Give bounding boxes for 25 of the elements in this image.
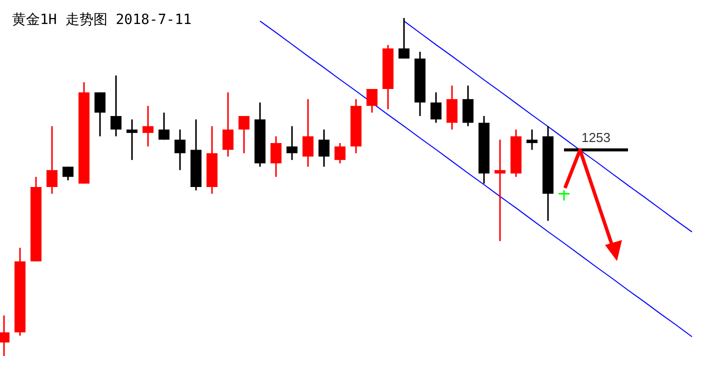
candlestick — [174, 128, 186, 171]
candlestick — [94, 92, 106, 138]
candlestick — [494, 138, 506, 242]
candlestick — [62, 166, 74, 181]
candlestick — [0, 314, 10, 357]
candlestick — [366, 88, 378, 114]
candlestick — [286, 125, 298, 161]
chart-title: 黄金1H 走势图 2018-7-11 — [12, 12, 192, 28]
candlestick — [446, 84, 458, 130]
series-label: 1253 — [582, 130, 610, 145]
candlestick — [238, 115, 250, 154]
candlestick — [430, 92, 442, 124]
candlestick — [158, 112, 170, 140]
candlestick — [110, 74, 122, 138]
candlestick — [270, 136, 282, 178]
candlestick — [398, 17, 410, 60]
candlestick — [462, 84, 474, 127]
candlestick — [126, 118, 138, 161]
candlestick — [46, 125, 58, 195]
candlestick — [318, 128, 330, 168]
candlestick — [222, 92, 234, 158]
candlestick — [334, 142, 346, 164]
candlestick — [526, 128, 538, 151]
candlestick — [302, 98, 314, 168]
candlestick — [142, 105, 154, 148]
